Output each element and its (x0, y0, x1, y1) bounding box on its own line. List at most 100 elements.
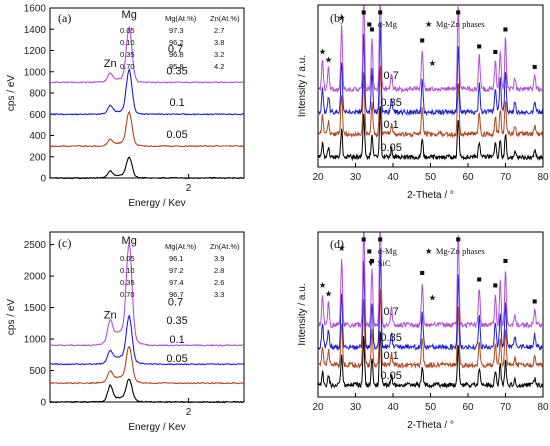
inset-cell: 0.35 (120, 50, 135, 59)
series-label: 0.7 (383, 306, 398, 318)
panel-letter: (d) (330, 237, 344, 251)
y-tick-label: 1000 (24, 335, 47, 346)
peak-marker: ■ (361, 7, 366, 17)
x-tick-label: 60 (462, 172, 474, 183)
pattern-line-0_05 (317, 330, 544, 389)
inset-cell: 2.8 (214, 266, 224, 275)
peak-marker: ■ (493, 47, 498, 57)
spectrum-line-0_35 (49, 314, 245, 366)
pattern-line-0_05 (317, 106, 544, 162)
series-label: 0.35 (166, 65, 187, 77)
peak-marker: ■ (420, 35, 425, 45)
inset-cell: 0.10 (120, 266, 135, 275)
x-tick-label: 20 (312, 172, 324, 183)
inset-cell: 0.10 (120, 38, 135, 47)
peak-marker: ■ (477, 41, 482, 51)
y-tick-label: 500 (29, 366, 46, 377)
inset-cell: 0.70 (120, 62, 135, 71)
inset-header: Zn(At.%) (210, 14, 240, 23)
inset-cell: 2.7 (214, 26, 224, 35)
legend-marker: ■ (367, 246, 372, 256)
spectrum-line-0_1 (49, 110, 245, 148)
peak-marker: ■ (503, 24, 508, 34)
peak-marker: ■ (456, 7, 461, 17)
series-label: 0.05 (380, 370, 401, 382)
y-tick-label: 1600 (24, 4, 47, 15)
pattern-line-0_1 (317, 65, 544, 139)
legend-marker: ★ (425, 246, 433, 256)
peak-label-mg: Mg (122, 9, 137, 21)
legend-marker: ▼ (367, 258, 375, 268)
x-tick-label: 60 (462, 402, 474, 413)
inset-cell: 96.1 (169, 254, 184, 263)
peak-marker: ★ (325, 289, 333, 299)
y-tick-label: 2000 (24, 272, 47, 283)
peak-marker: ■ (532, 61, 537, 71)
y-tick-label: 200 (29, 152, 46, 163)
series-label: 0.35 (380, 97, 401, 109)
y-axis-title: Intensity / a.u. (297, 55, 308, 117)
peak-label-zn: Zn (104, 58, 117, 70)
x-tick-label: 30 (350, 402, 362, 413)
inset-cell: 96.8 (169, 50, 184, 59)
inset-header: Mg(At.%) (165, 14, 197, 23)
x-tick-label: 40 (387, 172, 399, 183)
series-label: 0.35 (380, 332, 401, 344)
y-tick-label: 1400 (24, 25, 47, 36)
y-tick-label: 400 (29, 131, 46, 142)
legend-marker: ★ (425, 19, 433, 29)
panel-letter: (c) (58, 236, 71, 250)
legend-label: SiC (378, 258, 391, 268)
peak-marker: ★ (338, 243, 346, 253)
legend-label: Mg-Zn phases (436, 246, 485, 256)
inset-cell: 96.7 (169, 290, 184, 299)
peak-marker: ★ (319, 47, 327, 57)
x-tick-label: 2 (186, 183, 192, 194)
peak-marker: ■ (420, 268, 425, 278)
x-tick-label: 70 (500, 402, 512, 413)
pattern-line-0_7 (318, 232, 544, 330)
peak-marker: ■ (369, 255, 374, 265)
peak-marker: ■ (369, 24, 374, 34)
x-tick-label: 2 (186, 407, 192, 418)
spectrum-line-0_05 (49, 378, 245, 404)
y-axis-title: Intensity / a.u. (297, 283, 308, 345)
plot-frame (317, 4, 544, 168)
peak-marker: ■ (361, 234, 366, 244)
series-label: 0.7 (168, 296, 183, 308)
x-axis-title: 2-Theta / ° (407, 420, 454, 431)
panel-letter: (b) (330, 11, 344, 25)
peak-marker: ★ (429, 58, 437, 68)
peak-marker: ■ (378, 7, 383, 17)
inset-cell: 3.9 (214, 254, 224, 263)
inset-cell: 95.8 (169, 62, 184, 71)
x-tick-label: 50 (425, 172, 437, 183)
panel-letter: (a) (58, 11, 71, 25)
peak-marker: ★ (319, 280, 327, 290)
y-tick-label: 1500 (24, 303, 47, 314)
inset-cell: 0.35 (120, 278, 135, 287)
spectrum-line-0_7 (49, 242, 245, 347)
pattern-line-0_7 (317, 5, 544, 94)
legend-label: α-Mg (378, 246, 398, 256)
inset-cell: 2.6 (214, 278, 224, 287)
y-tick-label: 1000 (24, 67, 47, 78)
inset-cell: 3.8 (214, 38, 224, 47)
peak-marker: ★ (338, 12, 346, 22)
spectrum-line-0_1 (49, 345, 245, 385)
inset-cell: 97.3 (169, 26, 184, 35)
inset-cell: 0.70 (120, 290, 135, 299)
peak-label-zn: Zn (104, 309, 117, 321)
inset-cell: 0.05 (120, 254, 135, 263)
y-tick-label: 600 (29, 110, 46, 121)
inset-cell: 3.2 (214, 50, 224, 59)
x-tick-label: 50 (425, 402, 437, 413)
inset-cell: 97.2 (169, 266, 184, 275)
series-label: 0.7 (383, 70, 398, 82)
y-tick-label: 800 (29, 89, 46, 100)
peak-marker: ■ (503, 255, 508, 265)
peak-marker: ★ (325, 55, 333, 65)
plot-frame (317, 231, 544, 398)
